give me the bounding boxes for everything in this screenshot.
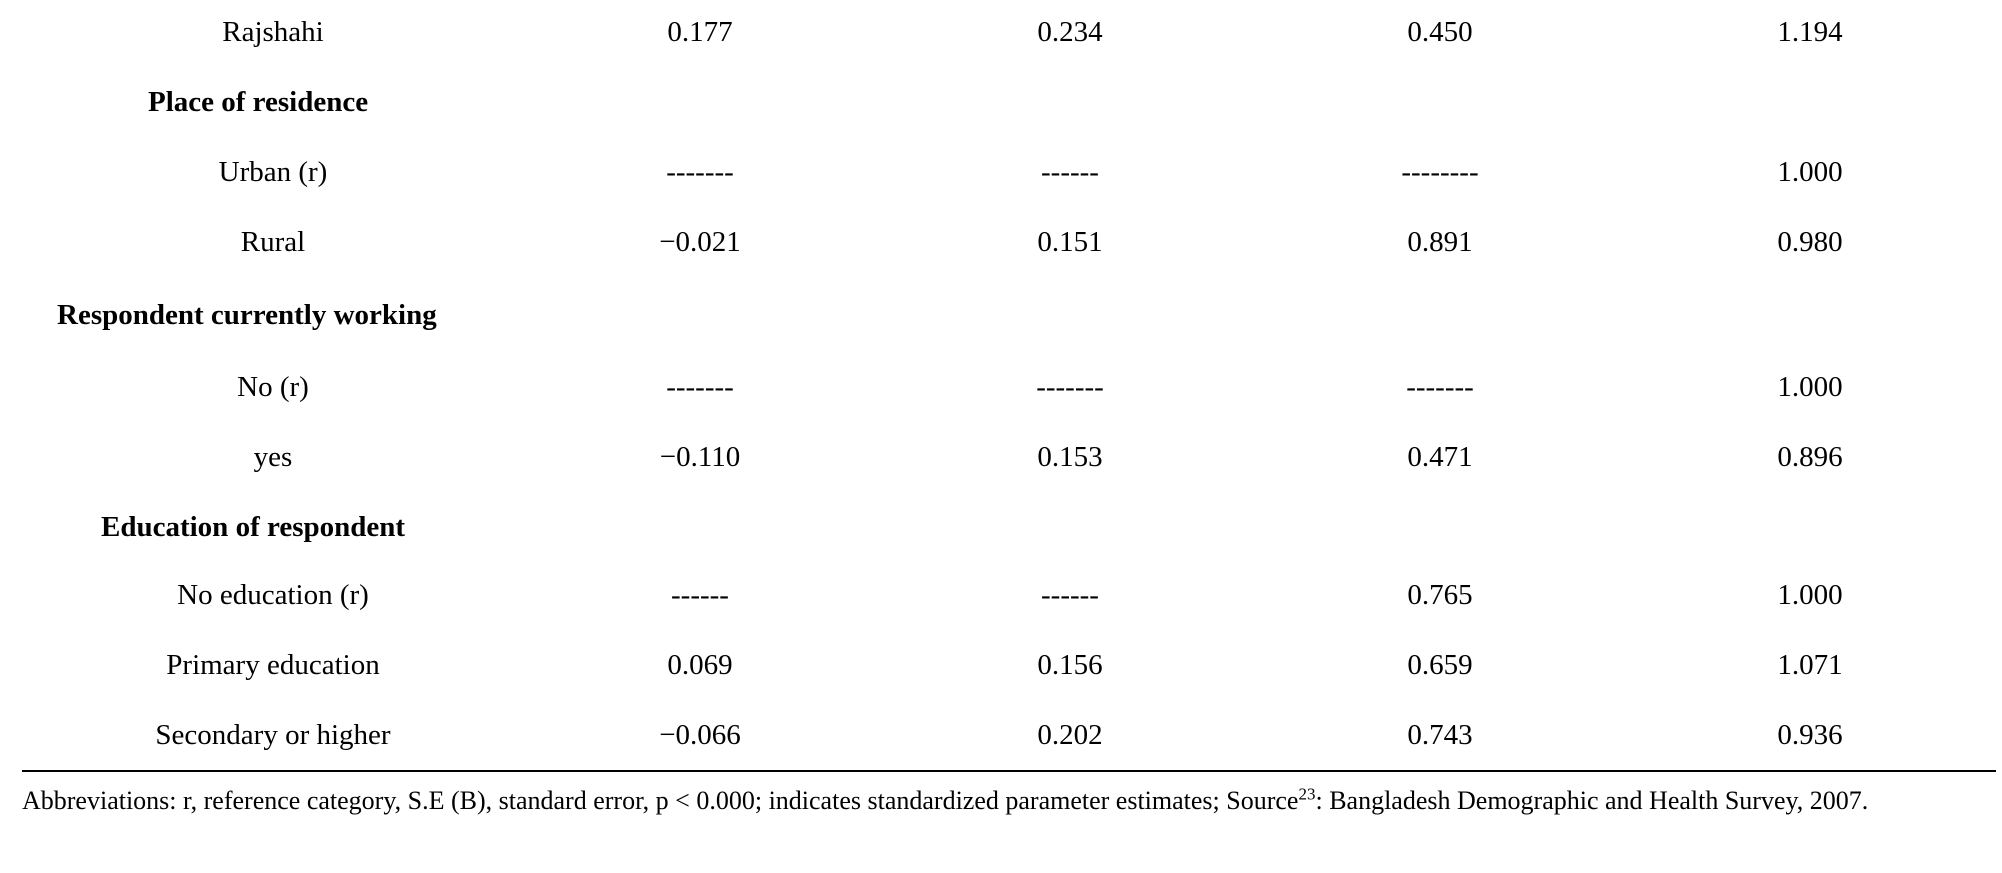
row-label: Urban (r) xyxy=(218,156,328,188)
cell-p: 0.743 xyxy=(1407,719,1473,751)
cell-se: ------- xyxy=(1036,371,1104,403)
cell-b: ------- xyxy=(666,371,734,403)
row-label: Primary education xyxy=(166,649,380,681)
table-row: Urban (r) ------- ------ -------- 1.000 xyxy=(0,142,2002,202)
cell-exp-b: 0.936 xyxy=(1777,719,1843,751)
table-row: No (r) ------- ------- ------- 1.000 xyxy=(0,357,2002,417)
table-footnote: Abbreviations: r, reference category, S.… xyxy=(22,784,1996,818)
cell-b: −0.021 xyxy=(659,226,741,258)
cell-p: 0.891 xyxy=(1407,226,1473,258)
cell-se: ------ xyxy=(1041,156,1099,188)
cell-exp-b: 1.194 xyxy=(1777,16,1843,48)
cell-se: 0.156 xyxy=(1037,649,1103,681)
table-row: Rural −0.021 0.151 0.891 0.980 xyxy=(0,212,2002,272)
cell-b: ------- xyxy=(666,156,734,188)
table-row: yes −0.110 0.153 0.471 0.896 xyxy=(0,427,2002,487)
cell-se: 0.151 xyxy=(1037,226,1103,258)
cell-se: 0.153 xyxy=(1037,441,1103,473)
table-row: Secondary or higher −0.066 0.202 0.743 0… xyxy=(0,705,2002,765)
cell-b: 0.177 xyxy=(667,16,733,48)
cell-p: ------- xyxy=(1406,371,1474,403)
cell-p: 0.471 xyxy=(1407,441,1473,473)
section-row: Respondent currently working xyxy=(0,285,2002,345)
cell-b: −0.110 xyxy=(659,441,741,473)
citation-superscript: 23 xyxy=(1298,784,1316,804)
cell-b: −0.066 xyxy=(659,719,741,751)
cell-p: -------- xyxy=(1401,156,1479,188)
section-heading: Education of respondent xyxy=(101,511,406,543)
cell-exp-b: 0.980 xyxy=(1777,226,1843,258)
cell-se: 0.234 xyxy=(1037,16,1103,48)
cell-exp-b: 0.896 xyxy=(1777,441,1843,473)
table-bottom-rule xyxy=(22,770,1996,772)
footnote-text: Abbreviations: r, reference category, S.… xyxy=(22,786,1299,815)
cell-se: ------ xyxy=(1041,579,1099,611)
cell-b: ------ xyxy=(671,579,729,611)
table-row: No education (r) ------ ------ 0.765 1.0… xyxy=(0,565,2002,625)
table-row: Rajshahi 0.177 0.234 0.450 1.194 xyxy=(0,2,2002,62)
cell-se: 0.202 xyxy=(1037,719,1103,751)
cell-exp-b: 1.071 xyxy=(1777,649,1843,681)
row-label: No education (r) xyxy=(177,579,369,611)
cell-exp-b: 1.000 xyxy=(1777,579,1843,611)
footnote-text-end: : Bangladesh Demographic and Health Surv… xyxy=(1315,786,1869,815)
cell-p: 0.450 xyxy=(1407,16,1473,48)
section-heading: Respondent currently working xyxy=(57,299,437,331)
section-heading: Place of residence xyxy=(148,86,369,118)
cell-exp-b: 1.000 xyxy=(1777,371,1843,403)
row-label: No (r) xyxy=(237,371,309,403)
cell-exp-b: 1.000 xyxy=(1777,156,1843,188)
section-row: Place of residence xyxy=(0,72,2002,132)
row-label: Rural xyxy=(240,226,306,258)
table-row: Primary education 0.069 0.156 0.659 1.07… xyxy=(0,635,2002,695)
cell-p: 0.659 xyxy=(1407,649,1473,681)
section-row: Education of respondent xyxy=(0,497,2002,557)
cell-p: 0.765 xyxy=(1407,579,1473,611)
cell-b: 0.069 xyxy=(667,649,733,681)
row-label: Rajshahi xyxy=(222,16,324,48)
row-label: Secondary or higher xyxy=(155,719,391,751)
row-label: yes xyxy=(253,441,293,473)
